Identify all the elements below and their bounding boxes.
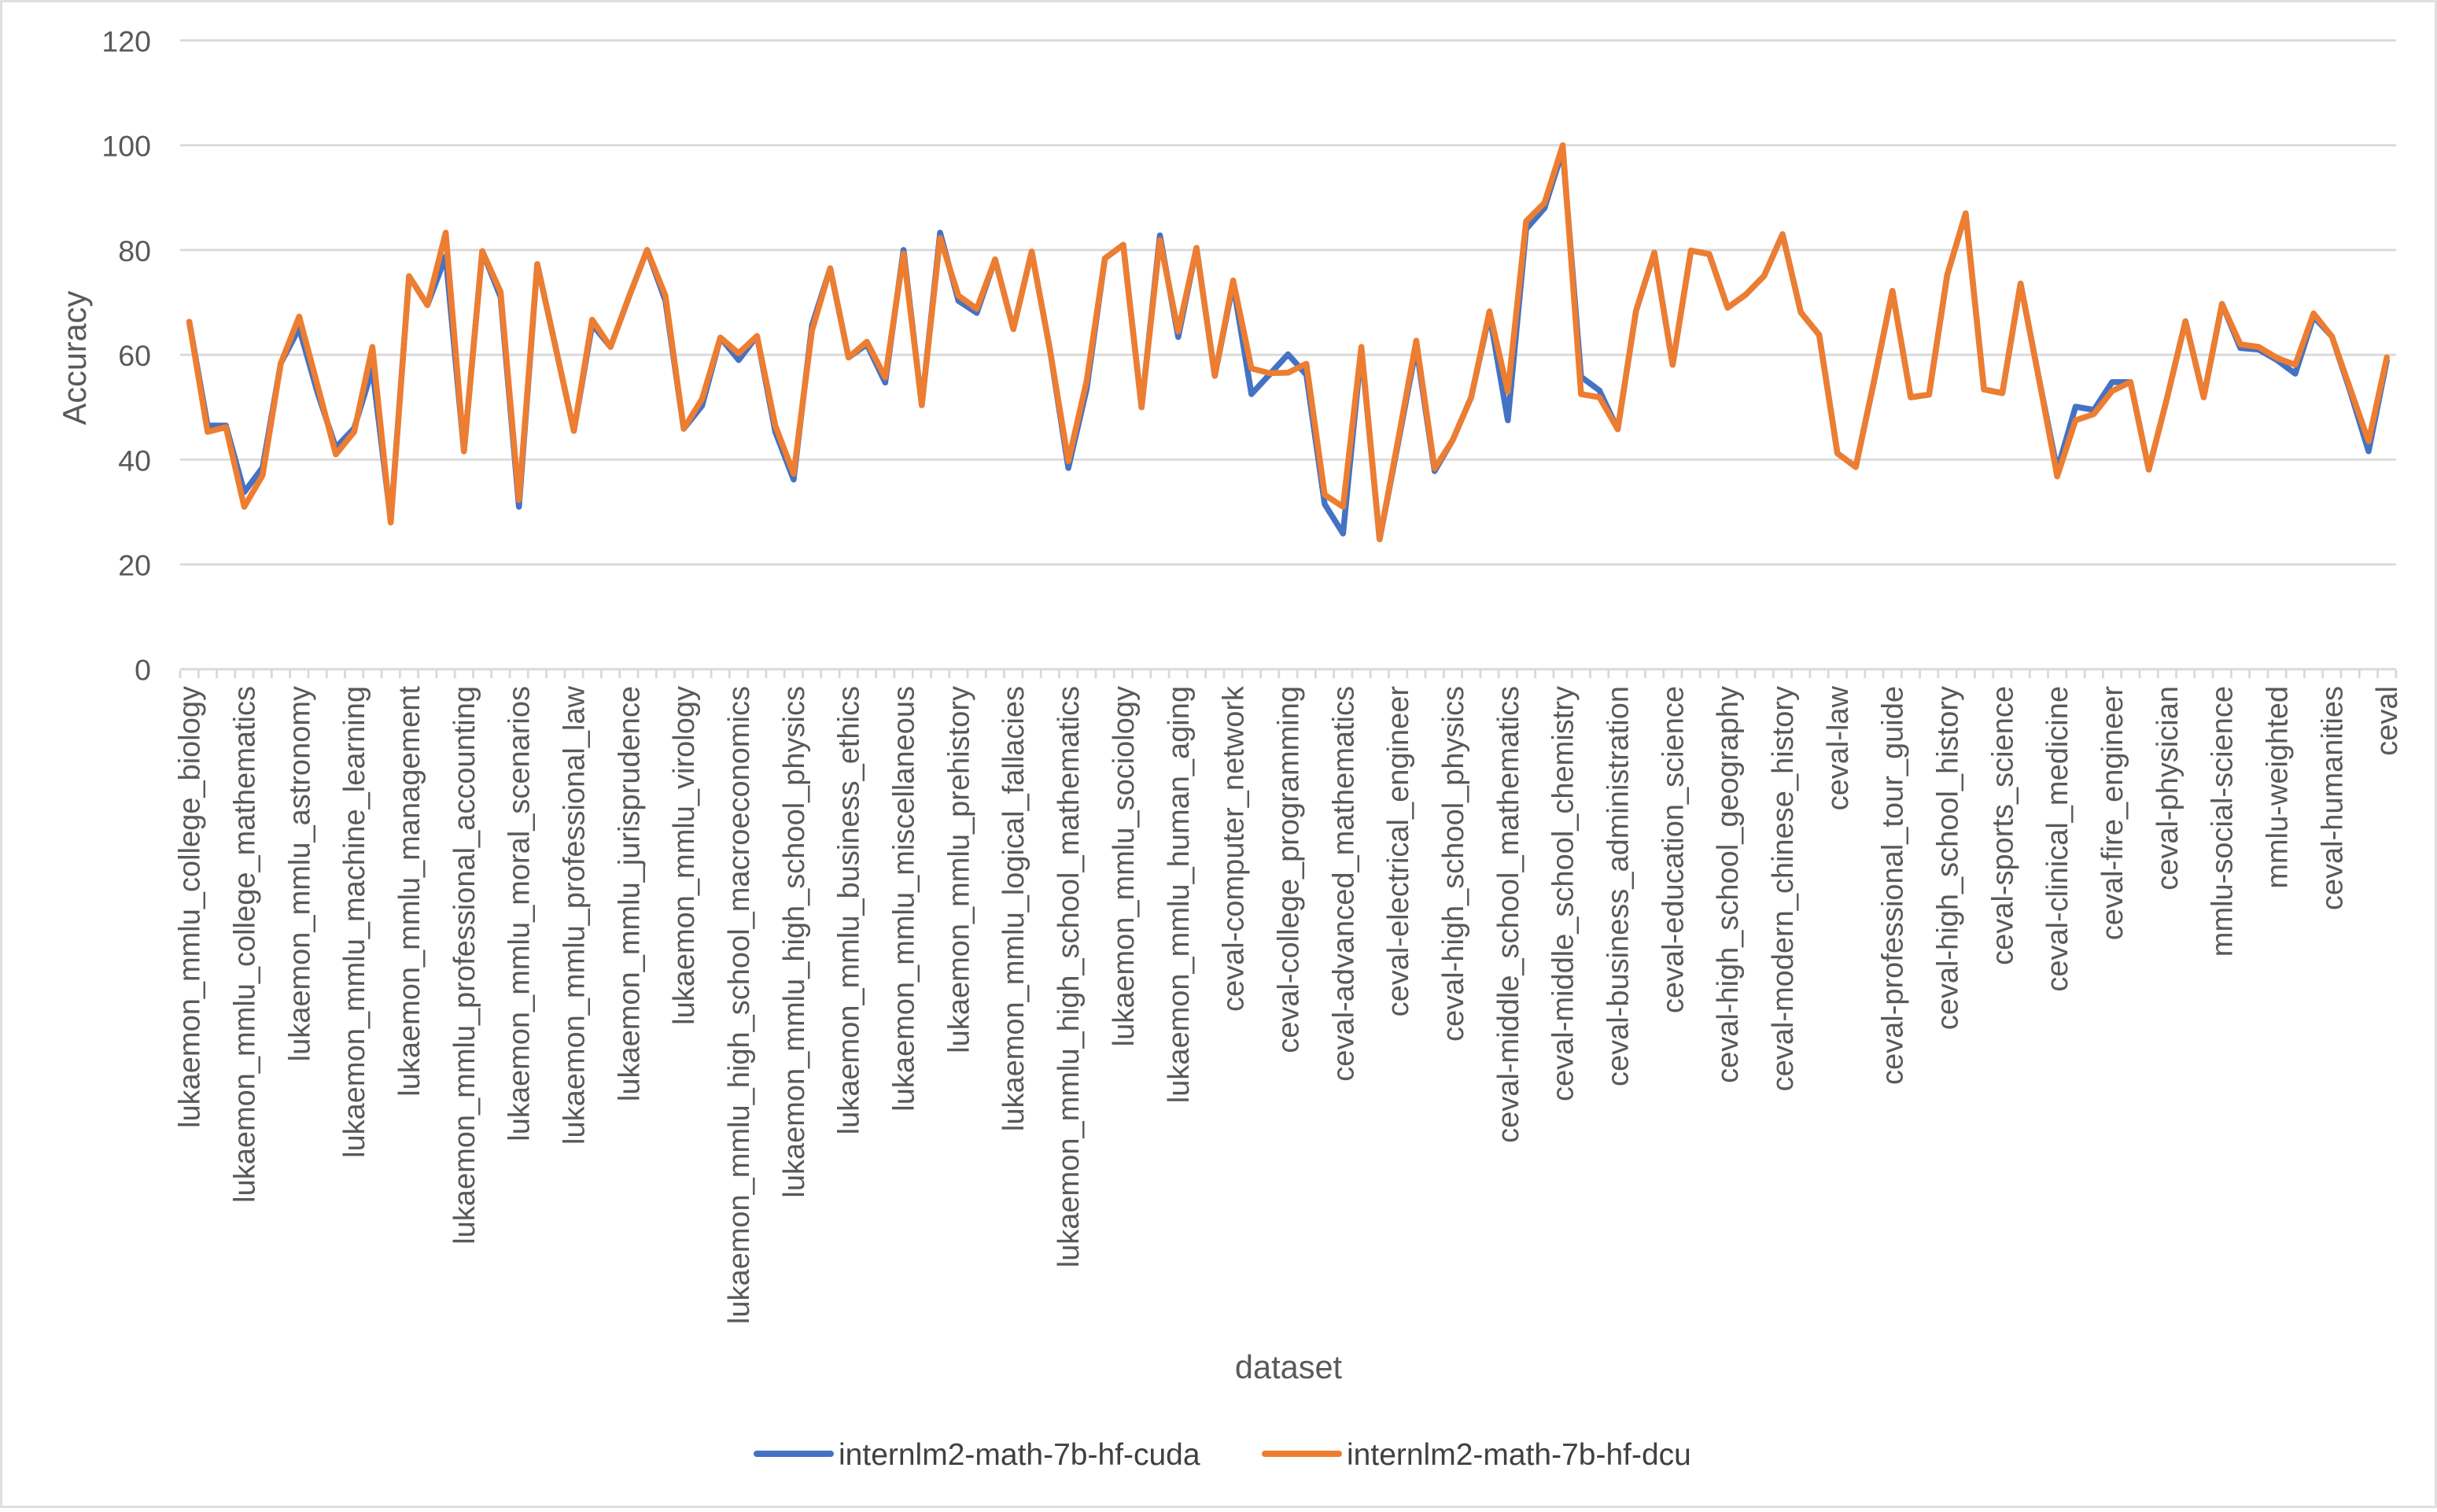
svg-text:40: 40	[118, 444, 151, 477]
svg-text:ceval-clinical_medicine: ceval-clinical_medicine	[2041, 686, 2074, 992]
svg-text:internlm2-math-7b-hf-cuda: internlm2-math-7b-hf-cuda	[839, 1438, 1200, 1472]
svg-text:ceval: ceval	[2371, 686, 2404, 756]
svg-text:lukaemon_mmlu_miscellaneous: lukaemon_mmlu_miscellaneous	[888, 686, 921, 1112]
svg-text:ceval-education_science: ceval-education_science	[1657, 686, 1690, 1013]
svg-text:lukaemon_mmlu_college_mathemat: lukaemon_mmlu_college_mathematics	[229, 686, 262, 1203]
svg-text:ceval-middle_school_chemistry: ceval-middle_school_chemistry	[1547, 686, 1580, 1101]
svg-text:ceval-high_school_geography: ceval-high_school_geography	[1712, 686, 1745, 1083]
svg-text:100: 100	[101, 130, 151, 163]
svg-text:lukaemon_mmlu_high_school_math: lukaemon_mmlu_high_school_mathematics	[1053, 686, 1086, 1267]
svg-text:ceval-physician: ceval-physician	[2151, 686, 2184, 891]
svg-text:mmlu-social-science: mmlu-social-science	[2207, 686, 2240, 957]
svg-text:80: 80	[118, 234, 151, 267]
svg-text:0: 0	[135, 654, 151, 687]
svg-text:lukaemon_mmlu_high_school_phys: lukaemon_mmlu_high_school_physics	[778, 686, 811, 1198]
svg-text:60: 60	[118, 339, 151, 372]
svg-text:dataset: dataset	[1235, 1348, 1343, 1385]
svg-text:lukaemon_mmlu_virology: lukaemon_mmlu_virology	[668, 686, 701, 1025]
svg-text:ceval-sports_science: ceval-sports_science	[1986, 686, 2019, 965]
svg-text:ceval-humanities: ceval-humanities	[2316, 686, 2349, 910]
svg-text:ceval-modern_chinese_history: ceval-modern_chinese_history	[1767, 686, 1800, 1091]
svg-text:lukaemon_mmlu_jurisprudence: lukaemon_mmlu_jurisprudence	[613, 686, 646, 1101]
svg-text:lukaemon_mmlu_professional_law: lukaemon_mmlu_professional_law	[559, 685, 592, 1145]
svg-text:ceval-electrical_engineer: ceval-electrical_engineer	[1382, 686, 1415, 1017]
svg-text:ceval-advanced_mathematics: ceval-advanced_mathematics	[1327, 686, 1360, 1082]
svg-text:ceval-computer_network: ceval-computer_network	[1218, 685, 1251, 1012]
svg-text:internlm2-math-7b-hf-dcu: internlm2-math-7b-hf-dcu	[1347, 1438, 1691, 1472]
svg-text:lukaemon_mmlu_logical_fallacie: lukaemon_mmlu_logical_fallacies	[997, 686, 1030, 1131]
svg-text:lukaemon_mmlu_moral_scenarios: lukaemon_mmlu_moral_scenarios	[503, 686, 536, 1141]
svg-text:ceval-middle_school_mathematic: ceval-middle_school_mathematics	[1492, 686, 1525, 1143]
svg-text:lukaemon_mmlu_machine_learning: lukaemon_mmlu_machine_learning	[338, 686, 371, 1158]
svg-text:ceval-professional_tour_guide: ceval-professional_tour_guide	[1877, 686, 1910, 1085]
svg-text:lukaemon_mmlu_sociology: lukaemon_mmlu_sociology	[1108, 686, 1141, 1046]
svg-text:20: 20	[118, 549, 151, 582]
svg-text:ceval-high_school_physics: ceval-high_school_physics	[1437, 686, 1470, 1042]
svg-text:lukaemon_mmlu_astronomy: lukaemon_mmlu_astronomy	[283, 686, 316, 1061]
svg-text:ceval-high_school_history: ceval-high_school_history	[1932, 686, 1965, 1030]
svg-text:lukaemon_mmlu_human_aging: lukaemon_mmlu_human_aging	[1163, 686, 1196, 1103]
svg-text:lukaemon_mmlu_professional_acc: lukaemon_mmlu_professional_accounting	[448, 686, 481, 1245]
svg-text:lukaemon_mmlu_business_ethics: lukaemon_mmlu_business_ethics	[833, 686, 866, 1134]
svg-text:lukaemon_mmlu_high_school_macr: lukaemon_mmlu_high_school_macroeconomics	[723, 686, 756, 1324]
svg-text:lukaemon_mmlu_management: lukaemon_mmlu_management	[393, 686, 426, 1097]
svg-text:ceval-college_programming: ceval-college_programming	[1272, 686, 1305, 1053]
svg-text:mmlu-weighted: mmlu-weighted	[2262, 686, 2295, 889]
svg-text:ceval-law: ceval-law	[1822, 685, 1855, 810]
svg-text:ceval-business_administration: ceval-business_administration	[1602, 686, 1635, 1086]
svg-text:Accuracy: Accuracy	[56, 290, 93, 425]
svg-text:120: 120	[101, 24, 151, 57]
svg-text:ceval-fire_engineer: ceval-fire_engineer	[2096, 686, 2129, 941]
svg-text:lukaemon_mmlu_college_biology: lukaemon_mmlu_college_biology	[174, 686, 207, 1128]
svg-text:lukaemon_mmlu_prehistory: lukaemon_mmlu_prehistory	[942, 686, 975, 1053]
